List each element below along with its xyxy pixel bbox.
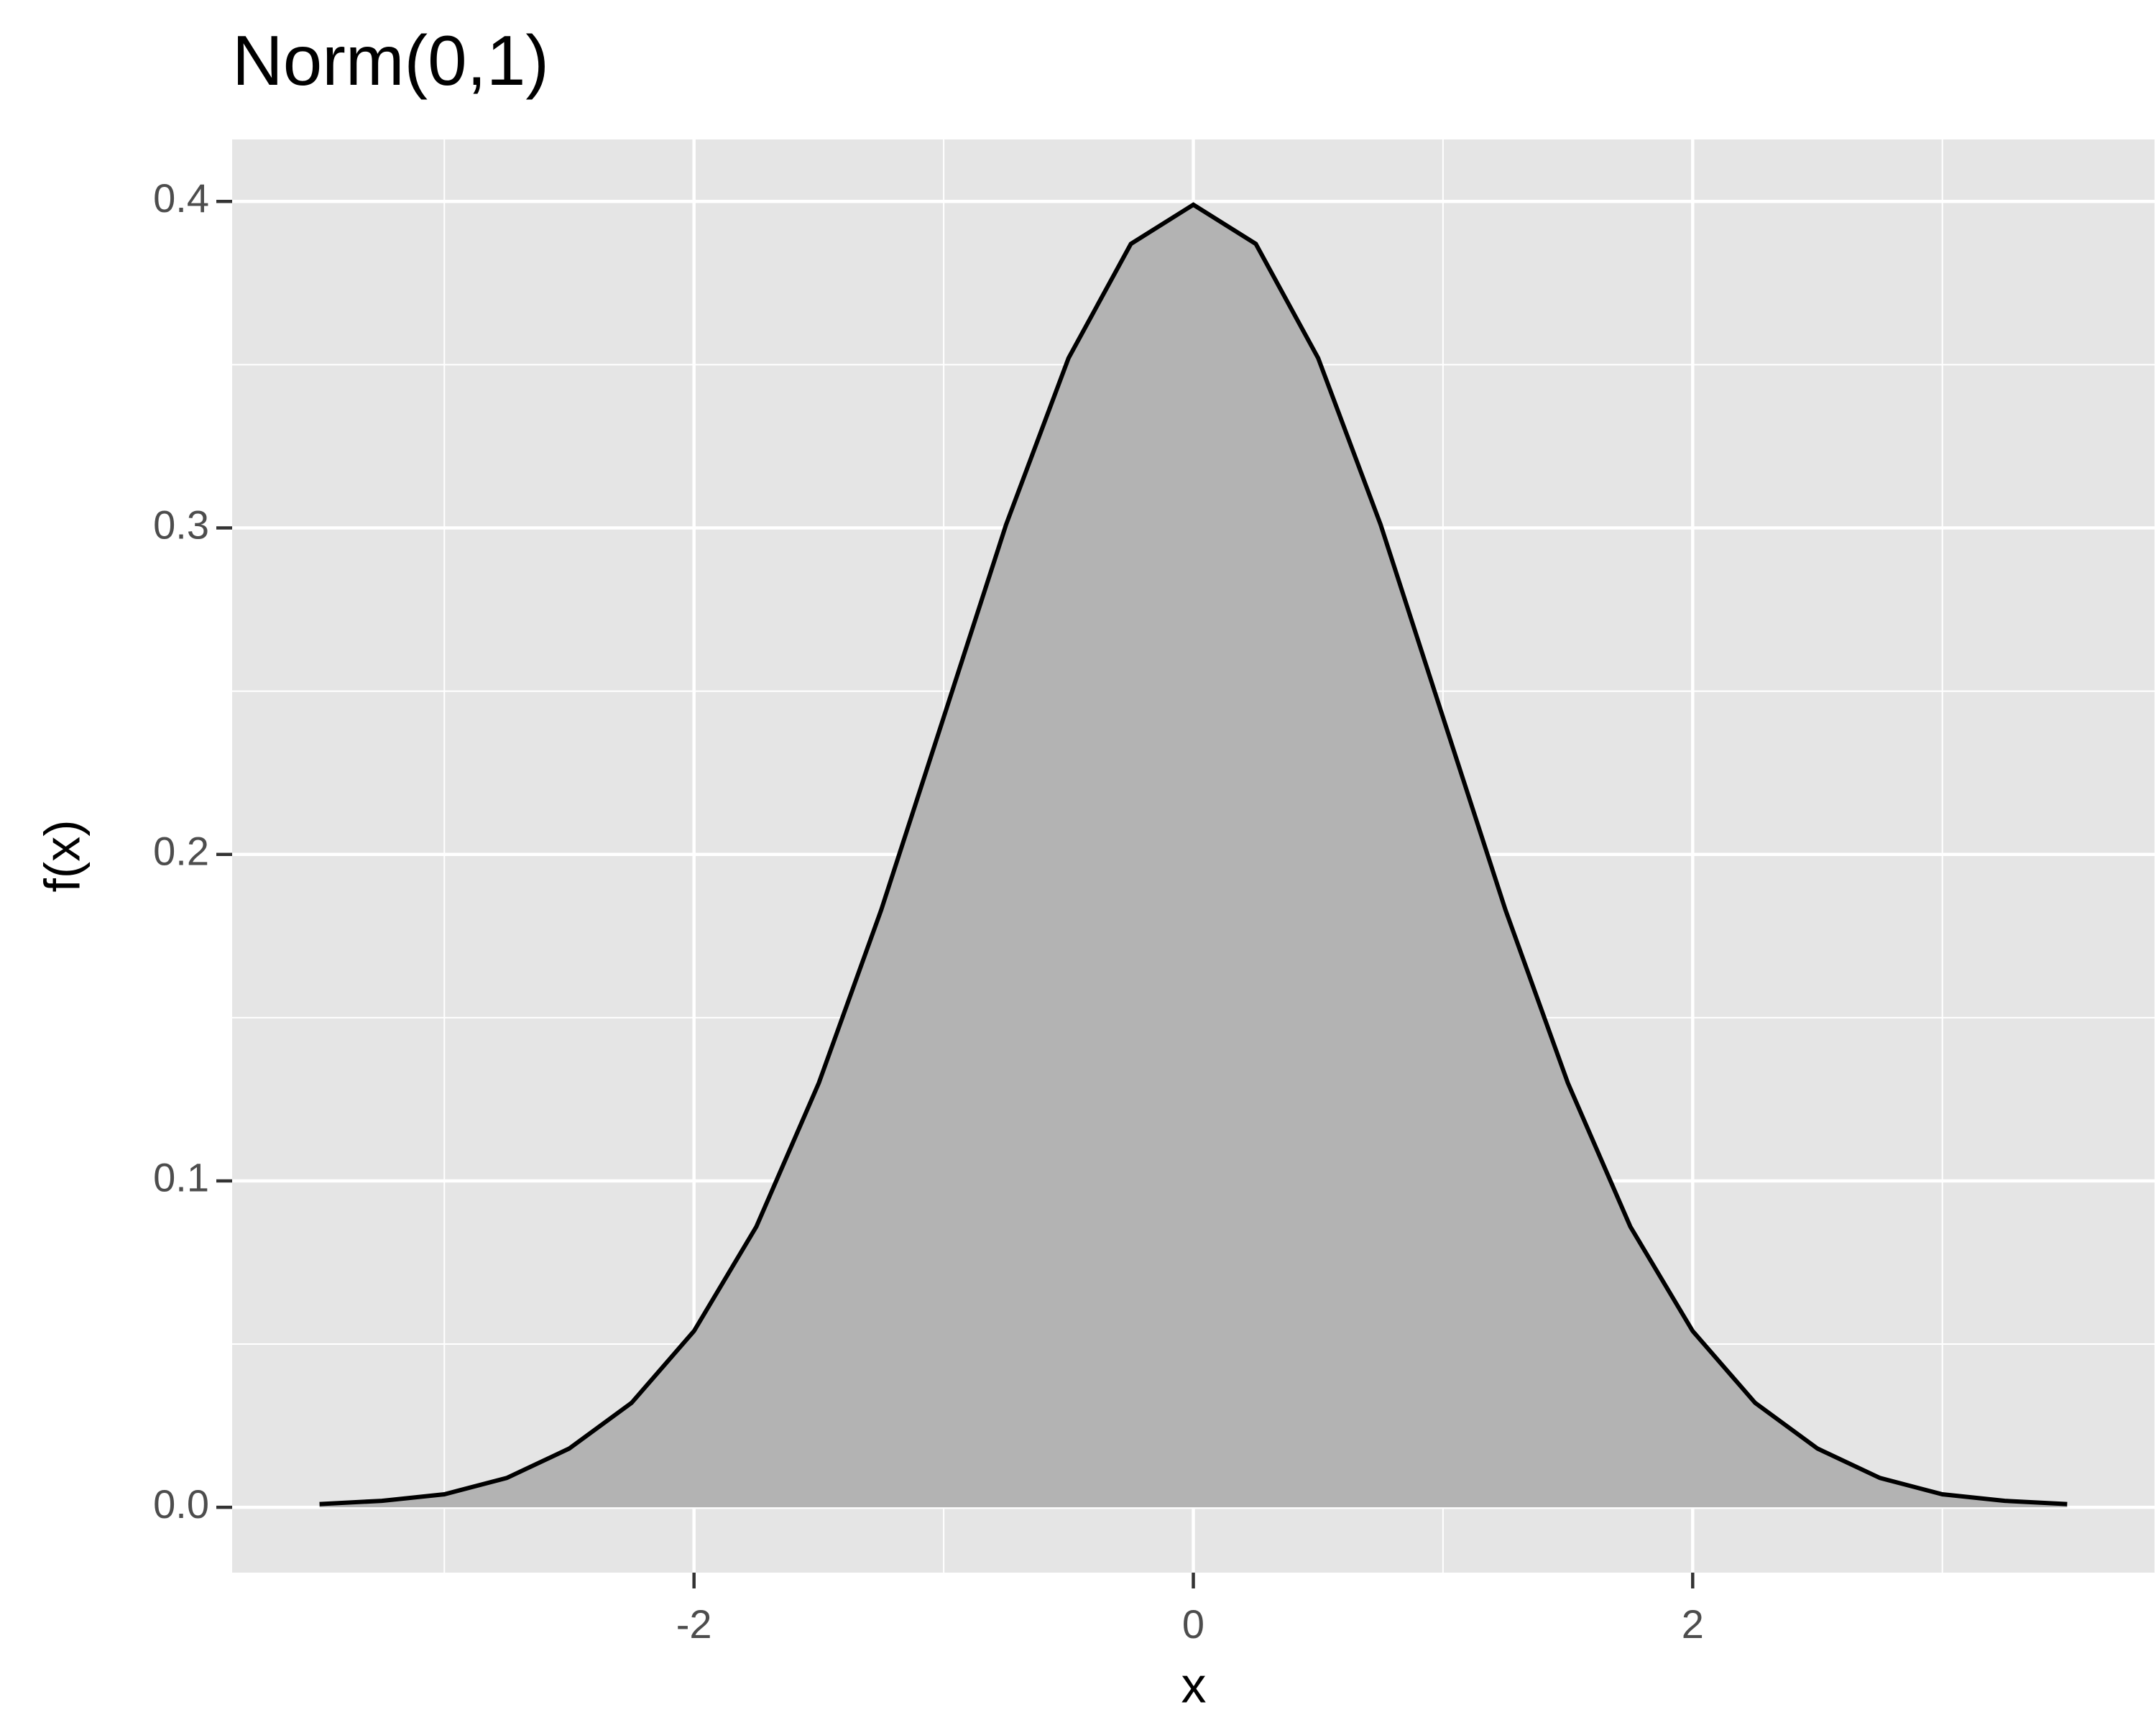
y-tick-label: 0.3 (153, 502, 209, 547)
y-tick-label: 0.2 (153, 829, 209, 874)
chart-title: Norm(0,1) (232, 21, 549, 100)
y-tick-label: 0.4 (153, 175, 209, 221)
y-tick-label: 0.0 (153, 1481, 209, 1527)
area-fill (319, 204, 2068, 1508)
y-tick-label: 0.1 (153, 1155, 209, 1200)
x-tick-label: 2 (1682, 1601, 1704, 1647)
x-tick-label: 0 (1182, 1601, 1204, 1647)
x-tick-label: -2 (676, 1601, 712, 1647)
x-axis-title: x (1181, 1657, 1207, 1713)
y-axis-title: f(x) (34, 819, 90, 892)
density-line (319, 202, 2068, 1506)
